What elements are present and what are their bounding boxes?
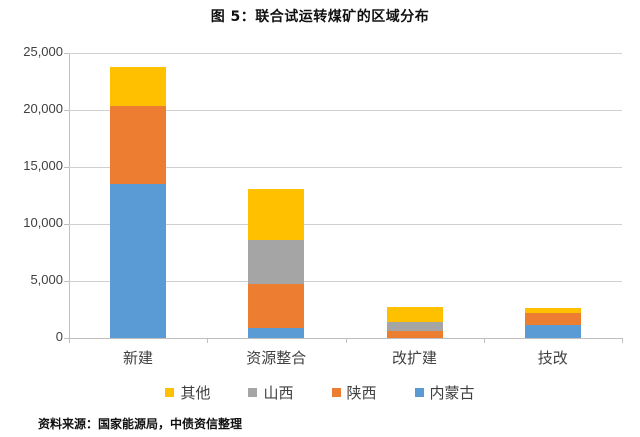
plot-area [64,53,623,343]
y-tick [64,167,69,168]
legend: 其他 山西 陕西 内蒙古 [0,382,640,403]
bar-segment [386,322,443,332]
y-tick-label: 5,000 [30,272,63,287]
x-tick-label: 技改 [537,349,568,367]
gridline [69,167,622,168]
legend-item: 其他 [165,382,210,403]
bar-segment [248,283,305,328]
x-tick-label: 资源整合 [246,349,307,367]
y-tick [64,338,69,339]
x-tick [483,338,485,343]
gridline [69,281,622,282]
x-tick [622,338,623,343]
legend-swatch-icon [165,388,175,397]
bar-segment [386,307,443,323]
y-tick-label: 0 [55,329,63,344]
bar-segment [524,307,581,313]
bar-segment [386,331,443,338]
y-tick-label: 25,000 [23,44,63,59]
bar-segment [248,189,305,240]
y-tick-label: 15,000 [23,158,63,173]
gridline [69,110,622,111]
x-tick-label: 新建 [122,349,153,367]
legend-item: 山西 [248,382,294,403]
x-tick-label: 改扩建 [391,349,437,367]
legend-label: 其他 [180,384,211,402]
gridline [69,53,622,54]
legend-item: 内蒙古 [414,382,475,403]
x-tick [69,338,70,343]
x-tick [345,338,347,343]
legend-label: 陕西 [346,384,377,402]
y-tick [64,53,69,54]
bar-segment [110,106,167,185]
legend-swatch-icon [331,388,341,397]
chart-title: 图 5：联合试运转煤矿的区域分布 [210,9,430,25]
legend-swatch-icon [414,388,424,397]
y-tick [64,224,69,225]
bar-segment [248,327,305,338]
bar-segment [110,184,167,338]
y-tick-label: 10,000 [23,215,63,230]
stacked-bar [110,66,167,338]
bar-segment [110,66,167,107]
x-tick [207,338,209,343]
legend-swatch-icon [248,388,258,397]
y-axis-line [69,53,70,338]
stacked-bar [524,307,581,338]
source-note: 资料来源：国家能源局，中债资信整理 [38,417,243,431]
bar-segment [248,239,305,284]
y-tick [64,110,69,111]
bar-segment [524,312,581,325]
legend-label: 山西 [263,384,294,402]
bar-segment [524,324,581,338]
legend-item: 陕西 [331,382,377,403]
stacked-bar [248,189,305,338]
legend-label: 内蒙古 [429,384,475,402]
y-tick-label: 20,000 [23,101,63,116]
stacked-bar [386,307,443,338]
gridline [69,224,622,225]
y-tick [64,281,69,282]
